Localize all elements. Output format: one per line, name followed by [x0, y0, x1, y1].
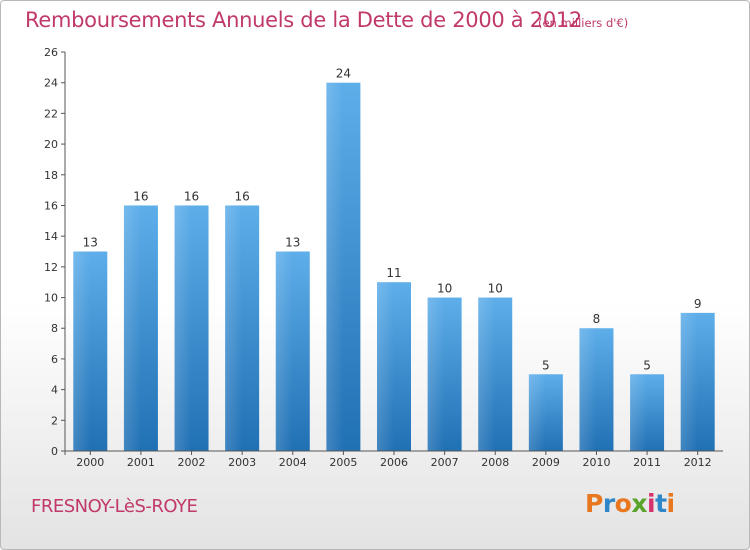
- x-tick-label: 2011: [633, 456, 661, 469]
- y-tick-label: 2: [51, 414, 58, 427]
- chart-subtitle: (en milliers d'€): [538, 16, 629, 30]
- y-tick-label: 22: [44, 107, 58, 120]
- x-tick-label: 2000: [76, 456, 104, 469]
- bars-layer: 13 16 16 16 13 24 11 10 10 5 8 5 9: [73, 67, 715, 451]
- logo-letter: i: [647, 489, 656, 518]
- commune-name: FRESNOY-LèS-ROYE: [31, 496, 198, 517]
- x-tick-label: 2006: [380, 456, 408, 469]
- y-tick-label: 4: [51, 384, 58, 397]
- data-label: 5: [643, 358, 651, 372]
- x-tick-label: 2009: [532, 456, 560, 469]
- x-tick-label: 2007: [431, 456, 459, 469]
- y-tick-label: 14: [44, 230, 58, 243]
- y-tick-label: 10: [44, 292, 58, 305]
- data-label: 16: [184, 189, 199, 203]
- bar-highlight: [73, 251, 91, 451]
- logo-letter: i: [666, 489, 676, 518]
- data-label: 9: [694, 297, 702, 311]
- x-tick-label: 2001: [127, 456, 155, 469]
- bar-highlight: [174, 205, 192, 451]
- data-label: 24: [336, 67, 351, 81]
- y-tick-label: 6: [51, 353, 58, 366]
- bar-highlight: [680, 312, 698, 451]
- data-label: 16: [133, 189, 148, 203]
- y-tick-label: 26: [44, 46, 58, 59]
- y-tick-label: 12: [44, 261, 58, 274]
- bar-highlight: [377, 282, 394, 451]
- x-tick-label: 2008: [481, 456, 509, 469]
- proxiti-logo[interactable]: Proxiti: [585, 489, 675, 518]
- bar-highlight: [275, 251, 293, 451]
- x-tick-label: 2012: [684, 456, 712, 469]
- x-tick-label: 2002: [178, 456, 206, 469]
- bar-highlight: [225, 205, 243, 451]
- bar-highlight: [630, 374, 648, 451]
- bar-highlight: [123, 205, 141, 451]
- bar-highlight: [528, 374, 546, 451]
- chart-title: Remboursements Annuels de la Dette de 20…: [25, 8, 582, 32]
- data-label: 10: [437, 282, 452, 296]
- x-tick-label: 2003: [228, 456, 256, 469]
- data-label: 13: [83, 236, 98, 250]
- bar-highlight: [478, 297, 496, 451]
- logo-letter: r: [602, 489, 615, 518]
- data-label: 8: [593, 312, 601, 326]
- y-tick-label: 8: [51, 322, 58, 335]
- y-tick-label: 20: [44, 138, 58, 151]
- x-tick-label: 2010: [582, 456, 610, 469]
- logo-letter: o: [614, 489, 632, 518]
- logo-letter: P: [585, 489, 603, 518]
- x-tick-label: 2004: [279, 456, 307, 469]
- y-tick-label: 0: [51, 445, 58, 458]
- logo-letter: t: [655, 489, 667, 518]
- data-label: 10: [488, 282, 503, 296]
- y-tick-label: 16: [44, 199, 58, 212]
- data-label: 13: [285, 236, 300, 250]
- logo-letter: x: [631, 489, 647, 518]
- data-label: 5: [542, 358, 550, 372]
- y-tick-label: 18: [44, 169, 58, 182]
- bar-highlight: [579, 328, 597, 451]
- data-label: 11: [386, 266, 401, 280]
- data-label: 16: [235, 189, 250, 203]
- y-tick-label: 24: [44, 77, 58, 90]
- bar-highlight: [427, 297, 445, 451]
- bar-highlight: [326, 82, 344, 451]
- x-tick-label: 2005: [329, 456, 357, 469]
